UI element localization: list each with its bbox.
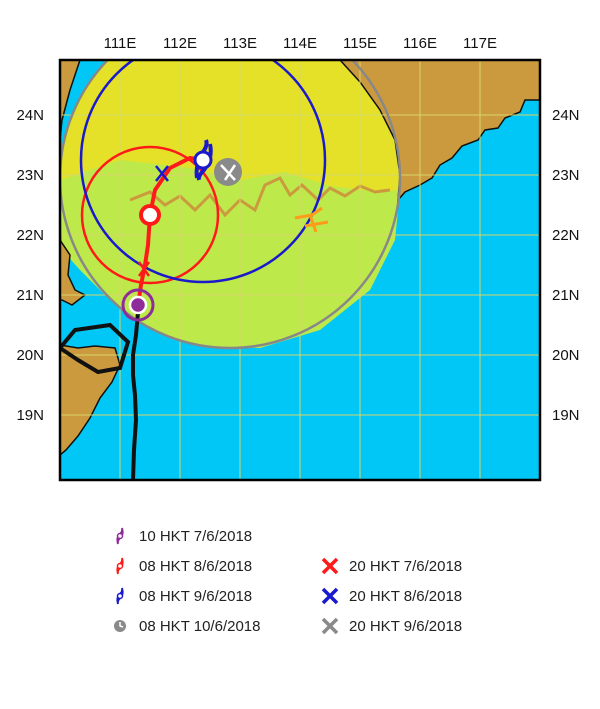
hong-kong-marker [294, 206, 329, 233]
latitude-label: 23N [552, 167, 580, 184]
map-frame [58, 58, 542, 482]
land-mainland-east [338, 60, 540, 203]
latitude-label: 22N [16, 227, 44, 244]
legend-label: 20 HKT 8/6/2018 [349, 587, 463, 605]
legend-label: 08 HKT 8/6/2018 [139, 557, 253, 575]
latitude-label: 21N [552, 287, 580, 304]
latitude-label: 23N [16, 167, 44, 184]
latitude-label: 24N [16, 107, 44, 124]
latitude-labels-left: 24N 23N 22N 21N 20N 19N [16, 107, 44, 424]
grey-low-symbol [214, 158, 242, 186]
blue-forecast-circle [79, 60, 327, 284]
forecast-track-map: 111E 112E 113E 114E 115E 116E 117E 111E 112E 113… [16, 35, 580, 512]
legend-entry: 10 HKT 7/6/2018 [105, 523, 252, 549]
cross-marker-icon [315, 553, 345, 579]
longitude-label: 111E [104, 35, 137, 52]
latitude-label: 24N [552, 107, 580, 124]
boundary-outline [60, 322, 131, 375]
latitude-label: 20N [552, 347, 580, 364]
longitude-label: 114E [283, 35, 317, 52]
latitude-label: 19N [552, 407, 580, 424]
legend-label: 08 HKT 9/6/2018 [139, 587, 253, 605]
longitude-label: 112E [163, 35, 197, 52]
red-cross-marker [137, 261, 151, 277]
blue-cross-marker [155, 165, 169, 182]
legend-entry: 20 HKT 9/6/2018 [315, 613, 462, 639]
lat-lon-grid [60, 60, 540, 480]
legend-entry: 20 HKT 7/6/2018 [315, 553, 462, 579]
legend-entry: 08 HKT 9/6/2018 [105, 583, 252, 609]
current-position-symbol [121, 288, 155, 322]
legend-label: 08 HKT 10/6/2018 [139, 617, 261, 635]
cross-marker-icon [315, 613, 345, 639]
legend-label: 20 HKT 9/6/2018 [349, 617, 463, 635]
red-position-symbol [139, 204, 161, 226]
cross-marker-icon [315, 583, 345, 609]
past-track-line [131, 311, 140, 480]
legend-entry: 08 HKT 8/6/2018 [105, 553, 252, 579]
blue-position-symbol [193, 139, 213, 181]
legend-label: 20 HKT 7/6/2018 [349, 557, 463, 575]
latitude-labels-right: 24N 23N 22N 21N 20N 19N [552, 107, 580, 424]
longitude-label: 113E [223, 35, 257, 52]
cyclone-symbol-icon [105, 583, 135, 609]
latitude-label: 20N [16, 347, 44, 364]
longitude-labels-top: 111E 112E 113E 114E 115E 116E 117E [104, 35, 497, 52]
red-forecast-circle [80, 145, 220, 285]
legend-label: 10 HKT 7/6/2018 [139, 527, 253, 545]
map-canvas: 111E 112E 113E 114E 115E 116E 117E 111E 112E 113… [16, 35, 580, 512]
low-pressure-symbol-icon [105, 613, 135, 639]
latitude-label: 22N [552, 227, 580, 244]
longitude-label: 116E [403, 35, 437, 52]
legend-entry: 20 HKT 8/6/2018 [315, 583, 462, 609]
cyclone-symbol-icon [105, 553, 135, 579]
latitude-label: 21N [16, 287, 44, 304]
outer-circle-edge [60, 60, 402, 350]
legend-entry: 08 HKT 10/6/2018 [105, 613, 260, 639]
longitude-label: 117E [463, 35, 497, 52]
latitude-label: 19N [16, 407, 44, 424]
land-mainland-west [60, 60, 81, 141]
cyclone-symbol-icon [105, 523, 135, 549]
longitude-label: 115E [343, 35, 377, 52]
